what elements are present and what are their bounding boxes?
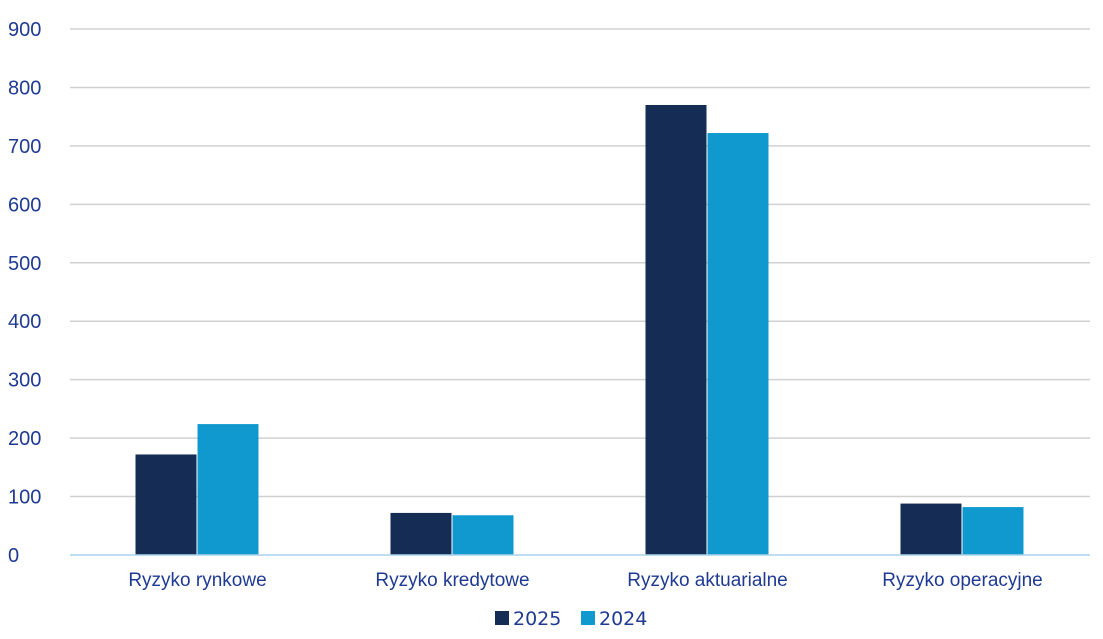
bar-2024-2 bbox=[707, 133, 769, 555]
y-axis-ticks: 0 100 200 300 400 500 600 700 800 900 bbox=[8, 19, 41, 567]
bar-2025-2 bbox=[645, 104, 707, 555]
x-axis-labels: Ryzyko rynkowe Ryzyko kredytowe Ryzyko akt… bbox=[128, 570, 1042, 591]
y-tick-label: 300 bbox=[8, 370, 41, 392]
bar-2024-1 bbox=[452, 515, 514, 555]
bar-2025-3 bbox=[900, 503, 962, 555]
x-category-label: Ryzyko aktuarialne bbox=[627, 570, 788, 591]
y-tick-label: 800 bbox=[8, 77, 41, 99]
bar-2024-0 bbox=[197, 424, 259, 555]
x-category-label: Ryzyko rynkowe bbox=[128, 570, 266, 591]
y-tick-label: 500 bbox=[8, 253, 41, 275]
bar-2025-1 bbox=[390, 512, 452, 555]
y-tick-label: 100 bbox=[8, 487, 41, 509]
y-tick-label: 600 bbox=[8, 194, 41, 216]
y-tick-label: 400 bbox=[8, 311, 41, 333]
y-tick-label: 200 bbox=[8, 428, 41, 450]
bar-2025-0 bbox=[135, 454, 197, 555]
legend-swatch-2024 bbox=[581, 611, 595, 625]
y-tick-label: 0 bbox=[8, 545, 19, 567]
legend-swatch-2025 bbox=[495, 611, 509, 625]
y-tick-label: 700 bbox=[8, 136, 41, 158]
x-category-label: Ryzyko kredytowe bbox=[375, 570, 529, 591]
x-category-label: Ryzyko operacyjne bbox=[882, 570, 1043, 591]
bars bbox=[135, 104, 1024, 555]
legend: 2025 2024 bbox=[495, 608, 647, 630]
legend-label-2025: 2025 bbox=[513, 608, 561, 630]
y-tick-label: 900 bbox=[8, 19, 41, 41]
legend-label-2024: 2024 bbox=[599, 608, 647, 630]
bar-2024-3 bbox=[962, 507, 1024, 555]
